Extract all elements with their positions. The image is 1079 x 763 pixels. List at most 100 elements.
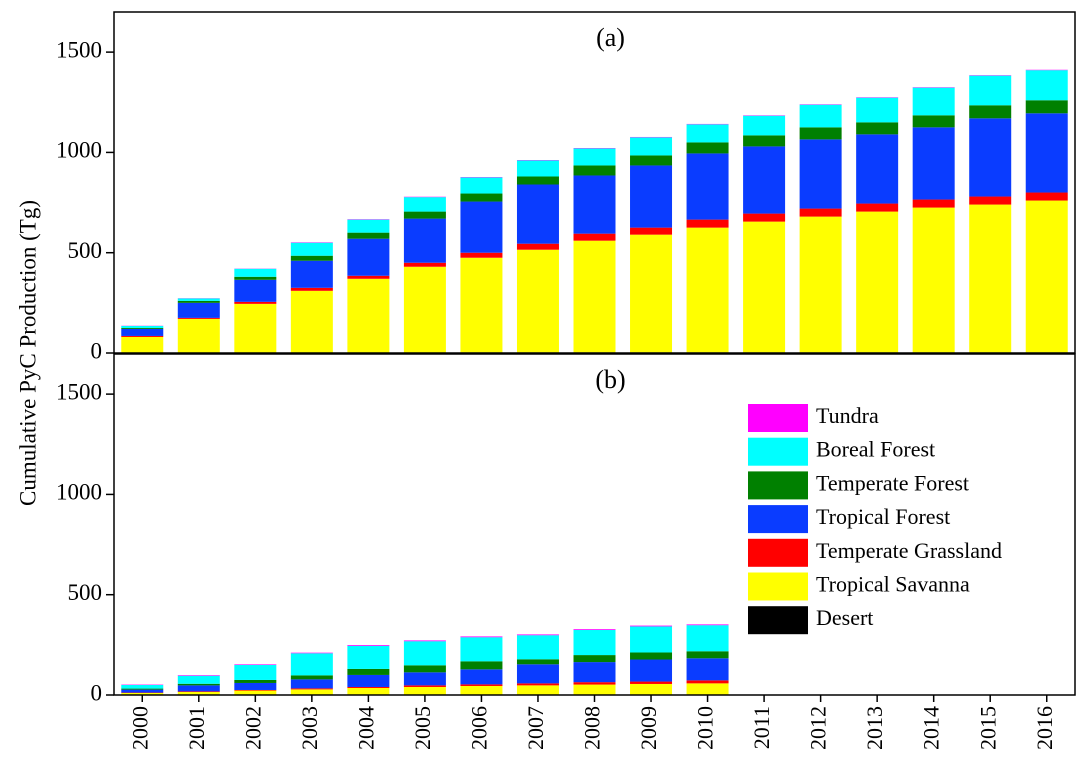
bar-segment bbox=[347, 645, 390, 669]
bar-segment bbox=[347, 674, 390, 687]
bar-segment bbox=[573, 630, 616, 656]
bar-segment bbox=[403, 685, 446, 687]
bar-segment bbox=[516, 634, 559, 636]
bar-segment bbox=[460, 669, 503, 685]
bar-segment bbox=[290, 287, 333, 291]
legend-swatch bbox=[748, 471, 808, 500]
x-tick-label: 2004 bbox=[353, 706, 378, 750]
bar-segment bbox=[969, 204, 1012, 353]
bar-segment bbox=[516, 635, 559, 660]
bar-segment bbox=[177, 675, 220, 684]
bar-segment bbox=[516, 683, 559, 686]
bar-segment bbox=[177, 300, 220, 303]
bar-segment bbox=[460, 177, 503, 194]
bar-segment bbox=[1025, 100, 1068, 114]
bar-segment bbox=[234, 690, 277, 695]
bar-segment bbox=[347, 275, 390, 279]
y-tick-label: 0 bbox=[91, 338, 103, 363]
bar-segment bbox=[234, 689, 277, 691]
x-tick-label: 2016 bbox=[1032, 706, 1057, 750]
bar-segment bbox=[573, 233, 616, 241]
bar-segment bbox=[460, 684, 503, 686]
bar-segment bbox=[290, 689, 333, 695]
bar-segment bbox=[856, 122, 899, 135]
x-tick-label: 2006 bbox=[466, 706, 491, 750]
x-tick-label: 2014 bbox=[919, 706, 944, 750]
legend-swatch bbox=[748, 606, 808, 635]
panel-label: (b) bbox=[595, 365, 625, 394]
bar-segment bbox=[686, 142, 729, 154]
bar-segment bbox=[686, 651, 729, 659]
bar-segment bbox=[234, 279, 277, 302]
bar-segment bbox=[177, 683, 220, 686]
bar-segment bbox=[969, 118, 1012, 197]
bar-segment bbox=[403, 218, 446, 263]
bar-segment bbox=[403, 266, 446, 353]
bar-segment bbox=[177, 302, 220, 318]
legend-label: Boreal Forest bbox=[816, 437, 935, 462]
bar-segment bbox=[686, 227, 729, 353]
bar-segment bbox=[912, 127, 955, 200]
bar-segment bbox=[177, 318, 220, 353]
y-tick-label: 1000 bbox=[56, 138, 102, 163]
x-tick-label: 2011 bbox=[749, 706, 774, 749]
bar-segment bbox=[686, 124, 729, 143]
legend-swatch bbox=[748, 572, 808, 601]
bar-segment bbox=[121, 335, 164, 337]
panel-label: (a) bbox=[596, 23, 625, 52]
bar-segment bbox=[121, 689, 164, 693]
legend-swatch bbox=[748, 404, 808, 432]
legend-swatch bbox=[748, 538, 808, 567]
bar-segment bbox=[573, 629, 616, 631]
bar-segment bbox=[290, 652, 333, 654]
x-tick-label: 2000 bbox=[127, 706, 152, 750]
bar-segment bbox=[573, 682, 616, 685]
bar-segment bbox=[573, 148, 616, 166]
bar-segment bbox=[630, 681, 673, 684]
bar-segment bbox=[177, 675, 220, 676]
bar-segment bbox=[630, 155, 673, 166]
y-tick-label: 1500 bbox=[56, 379, 102, 404]
bar-segment bbox=[347, 668, 390, 675]
bar-segment bbox=[121, 325, 164, 328]
bar-segment bbox=[516, 249, 559, 353]
bar-segment bbox=[234, 682, 277, 690]
bar-segment bbox=[121, 328, 164, 336]
bar-segment bbox=[234, 301, 277, 304]
x-tick-label: 2008 bbox=[580, 706, 605, 750]
bar-segment bbox=[290, 242, 333, 256]
bar-segment bbox=[516, 685, 559, 695]
bar-segment bbox=[460, 637, 503, 662]
bar-segment bbox=[912, 199, 955, 208]
bar-segment bbox=[516, 243, 559, 250]
bar-segment bbox=[177, 685, 220, 692]
bar-segment bbox=[403, 665, 446, 673]
bar-segment bbox=[460, 193, 503, 202]
bar-segment bbox=[912, 87, 955, 116]
bar-segment bbox=[234, 664, 277, 665]
y-axis-title: Cumulative PyC Production (Tg) bbox=[15, 200, 40, 506]
bar-segment bbox=[347, 278, 390, 353]
bar-segment bbox=[403, 640, 446, 642]
bar-segment bbox=[686, 153, 729, 220]
bar-segment bbox=[799, 139, 842, 209]
bar-segment bbox=[630, 625, 673, 627]
bar-segment bbox=[403, 197, 446, 212]
x-tick-label: 2010 bbox=[693, 706, 718, 750]
bar-segment bbox=[573, 175, 616, 234]
x-tick-label: 2012 bbox=[806, 706, 831, 750]
legend-label: Tundra bbox=[816, 403, 879, 428]
legend-label: Desert bbox=[816, 605, 873, 630]
bar-segment bbox=[290, 679, 333, 689]
bar-segment bbox=[403, 211, 446, 219]
bar-segment bbox=[403, 262, 446, 267]
x-tick-label: 2005 bbox=[410, 706, 435, 750]
y-tick-label: 0 bbox=[91, 680, 103, 705]
bar-segment bbox=[912, 207, 955, 353]
bar-segment bbox=[686, 219, 729, 228]
bar-segment bbox=[516, 176, 559, 185]
bar-segment bbox=[290, 260, 333, 288]
bar-segment bbox=[630, 626, 673, 653]
y-tick-label: 500 bbox=[68, 580, 103, 605]
x-tick-label: 2009 bbox=[636, 706, 661, 750]
